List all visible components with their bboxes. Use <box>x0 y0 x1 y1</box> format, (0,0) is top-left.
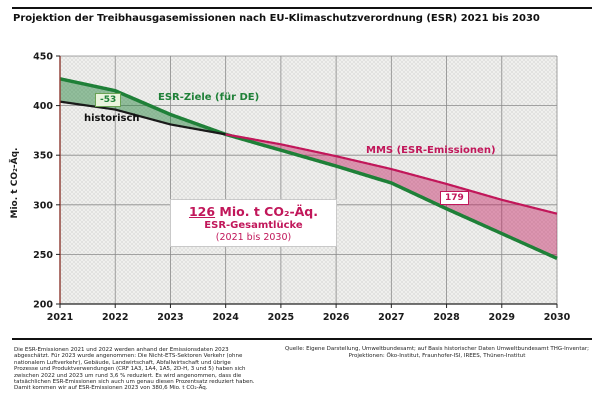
gap-value-box: 179 <box>440 191 469 205</box>
total-gap-caption: ESR-Gesamtlücke <box>204 220 303 231</box>
chart-svg: 200 250 300 350 400 450 2021 2022 2023 2024 2025 20… <box>33 52 571 324</box>
footer-rule <box>12 338 592 340</box>
y-tick-label: 300 <box>33 200 53 211</box>
top-rule <box>12 7 592 9</box>
source-text: Quelle: Eigene Darstellung, Umweltbundes… <box>284 346 590 359</box>
chart-area: 200 250 300 350 400 450 2021 2022 2023 2024 2025 20… <box>10 52 571 324</box>
x-tick-label: 2028 <box>433 312 460 323</box>
x-tick-label: 2023 <box>157 312 183 323</box>
chart-canvas: 200 250 300 350 400 450 2021 2022 2023 2024 2025 20… <box>33 52 571 324</box>
total-gap-unit: Mio. t CO₂-Äq. <box>215 204 319 219</box>
x-tick-label: 2024 <box>212 312 239 323</box>
label-esr-ziele: ESR-Ziele (für DE) <box>158 92 260 103</box>
label-mms: MMS (ESR-Emissionen) <box>366 145 496 156</box>
x-tick-label: 2025 <box>268 312 294 323</box>
series-targets-line <box>59 77 558 260</box>
total-gap-box: 126 Mio. t CO₂-Äq. ESR-Gesamtlücke (2021… <box>170 199 337 247</box>
series-historical-line <box>59 100 226 136</box>
y-axis-title: Mio. t CO₂-Äq. <box>10 147 20 219</box>
y-tick-label: 200 <box>33 300 53 311</box>
y-tick-label: 250 <box>33 250 53 261</box>
chart-title: Projektion der Treibhausgasemissionen na… <box>13 13 540 24</box>
total-gap-period: (2021 bis 2030) <box>215 232 292 243</box>
y-tick-label: 400 <box>33 101 53 112</box>
label-historisch: historisch <box>84 113 140 124</box>
total-gap-value: 126 <box>188 204 216 219</box>
x-tick-label: 2029 <box>489 312 515 323</box>
x-tick-label: 2027 <box>378 312 404 323</box>
plot-background <box>60 56 557 304</box>
x-tick-label: 2021 <box>47 312 73 323</box>
x-tick-label: 2022 <box>102 312 128 323</box>
footnote-text: Die ESR-Emissionen 2021 und 2022 werden … <box>14 347 255 392</box>
x-tick-label: 2026 <box>323 312 350 323</box>
y-tick-label: 450 <box>33 52 53 63</box>
series-mms-line <box>225 133 558 215</box>
x-tick-label: 2030 <box>544 312 571 323</box>
y-tick-label: 350 <box>33 151 53 162</box>
overachievement-value-box: -53 <box>95 93 122 107</box>
total-gap-value-line: 126 Mio. t CO₂-Äq. <box>173 204 334 219</box>
